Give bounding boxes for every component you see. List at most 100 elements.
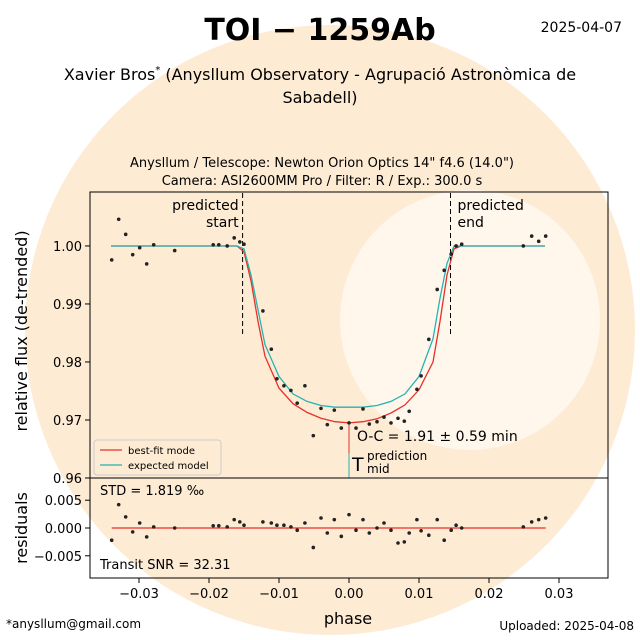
x-tick-label: 0.01: [405, 587, 434, 602]
data-point: [275, 376, 279, 381]
data-point: [242, 242, 246, 247]
residual-point: [454, 523, 458, 528]
data-point: [382, 415, 386, 419]
residual-point: [419, 528, 423, 533]
date: 2025-04-07: [541, 20, 622, 36]
residual-point: [332, 517, 337, 522]
residual-point: [319, 516, 323, 520]
predicted-label: predicted: [172, 198, 238, 214]
x-axis-label: phase: [324, 609, 372, 628]
data-point: [427, 337, 431, 342]
data-point: [144, 262, 149, 266]
y-axis-label: relative flux (de-trended): [12, 230, 31, 431]
data-point: [282, 383, 286, 388]
data-point: [238, 240, 242, 244]
email: *anysllum@gmail.com: [6, 617, 141, 631]
residual-point: [238, 520, 242, 524]
legend-label: expected model: [128, 461, 209, 472]
residual-point: [123, 515, 128, 519]
residual-point: [144, 535, 149, 539]
data-point: [521, 244, 526, 248]
legend-label: best-fit mode: [128, 446, 195, 457]
data-point: [536, 239, 541, 244]
data-point: [232, 236, 236, 240]
y-tick-label: −0.005: [34, 550, 82, 565]
residual-point: [396, 541, 400, 545]
residual-point: [407, 531, 412, 535]
data-point: [389, 421, 393, 425]
data-point: [361, 407, 365, 411]
residual-point: [225, 525, 229, 529]
affiliation: (Anysllum Observatory - Agrupació Astron…: [165, 65, 576, 84]
subtitle: Anysllum / Telescope: Newton Orion Optic…: [130, 156, 514, 171]
author-mark: *: [155, 65, 160, 76]
residual-point: [269, 521, 274, 525]
residual-point: [275, 523, 279, 528]
residual-point: [311, 545, 316, 550]
x-tick-label: 0.00: [335, 587, 364, 602]
data-point: [442, 268, 447, 273]
data-point: [419, 374, 423, 378]
data-point: [137, 245, 142, 250]
residual-point: [116, 502, 121, 507]
data-point: [303, 383, 307, 388]
data-point: [211, 242, 215, 247]
data-point: [295, 401, 300, 405]
residual-point: [459, 526, 464, 530]
residual-point: [375, 526, 379, 530]
residual-point: [289, 525, 293, 529]
author: Xavier Bros: [64, 65, 156, 84]
data-point: [402, 419, 407, 423]
residual-point: [529, 520, 534, 524]
residual-point: [367, 531, 372, 535]
residual-point: [536, 517, 541, 522]
residual-point: [415, 517, 419, 522]
x-tick-label: −0.01: [259, 587, 299, 602]
data-point: [172, 248, 177, 253]
y-tick-label: 1.00: [53, 240, 82, 255]
affiliation: Sabadell): [282, 88, 357, 107]
residual-point: [354, 528, 358, 533]
residual-point: [543, 516, 548, 520]
subtitle: Camera: ASI2600MM Pro / Filter: R / Exp.…: [162, 174, 483, 189]
residual-point: [442, 538, 447, 543]
title: TOI − 1259Ab: [204, 13, 435, 48]
watermark: [25, 25, 635, 635]
snr-label: Transit SNR = 32.31: [99, 558, 231, 573]
data-point: [367, 422, 372, 426]
data-point: [217, 242, 221, 247]
residual-point: [325, 531, 330, 535]
data-point: [529, 234, 534, 238]
data-point: [396, 416, 400, 421]
data-point: [261, 309, 265, 313]
data-point: [375, 419, 379, 424]
residual-point: [151, 525, 156, 529]
data-point: [339, 426, 344, 430]
data-point: [435, 287, 440, 292]
y-tick-label: 0.98: [53, 356, 82, 371]
predicted-label: end: [458, 215, 484, 231]
predicted-label: predicted: [458, 198, 524, 214]
data-point: [415, 387, 419, 392]
y-axis-label: residuals: [12, 492, 31, 564]
data-point: [319, 406, 323, 411]
residual-point: [303, 521, 307, 525]
predicted-label: start: [206, 215, 239, 231]
data-point: [123, 232, 128, 237]
residual-point: [427, 533, 431, 538]
data-point: [347, 421, 351, 425]
data-point: [311, 433, 316, 438]
residual-point: [347, 512, 351, 517]
residual-point: [402, 540, 407, 544]
residual-point: [389, 528, 393, 533]
tmid-label: mid: [367, 462, 390, 476]
residual-point: [261, 520, 265, 524]
y-tick-label: 0.005: [45, 494, 82, 509]
data-point: [130, 252, 135, 257]
data-point: [151, 242, 156, 247]
data-point: [449, 252, 454, 256]
author-line: Xavier Bros* (Anysllum Observatory - Agru…: [64, 65, 576, 84]
residual-point: [137, 521, 142, 525]
residual-point: [435, 517, 440, 522]
